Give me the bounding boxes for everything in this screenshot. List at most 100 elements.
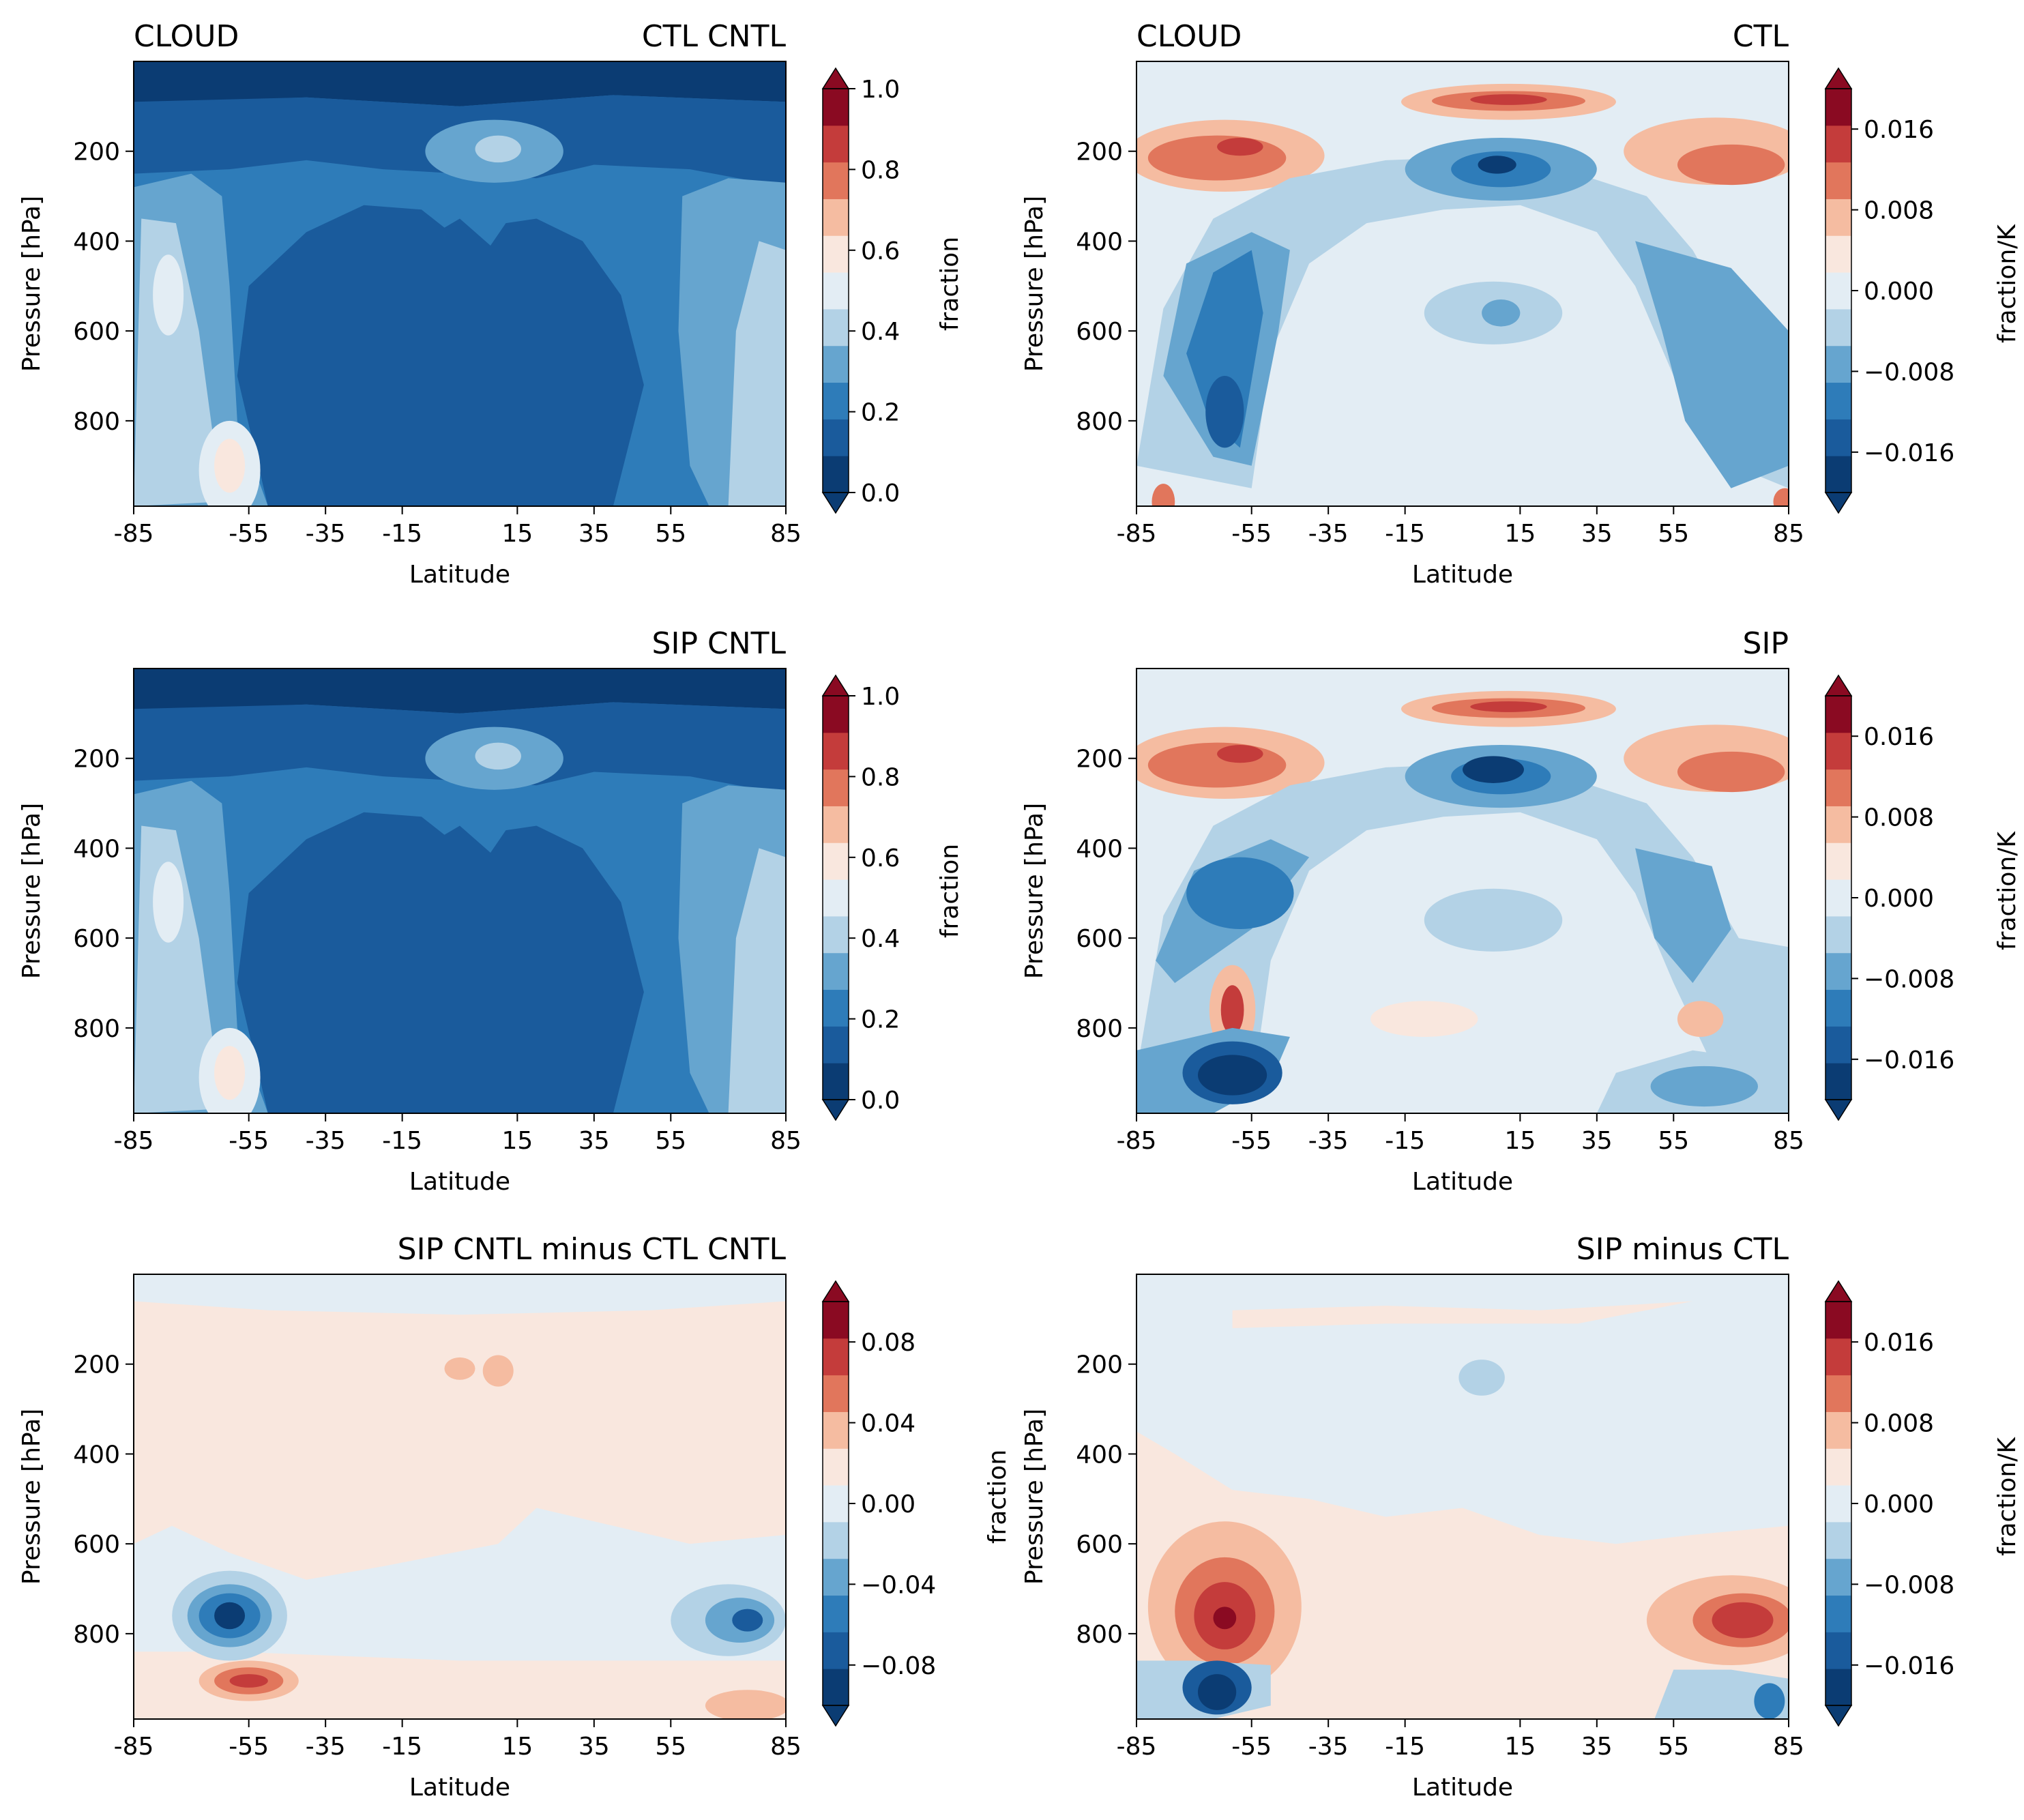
colorbar-tick-label: −0.008 xyxy=(1864,358,1954,386)
colorbar: 1.0 0.8 0.6 0.4 0.2 0.0 fraction xyxy=(821,674,964,1121)
contour-fill xyxy=(705,1690,786,1719)
contour-fill xyxy=(134,61,786,106)
colorbar-label: fraction/K xyxy=(1993,831,2021,950)
contour-fill xyxy=(1482,299,1521,327)
colorbar-label: fraction/K xyxy=(1993,1437,2021,1556)
colorbar-swatch xyxy=(1825,199,1851,236)
colorbar-swatch xyxy=(1825,382,1851,420)
y-tick-label: 200 xyxy=(73,746,120,774)
colorbar-swatch xyxy=(823,1375,849,1412)
contour-fill xyxy=(1205,376,1244,448)
y-tick-label: 600 xyxy=(73,318,120,346)
colorbar-extend-max xyxy=(821,674,850,696)
colorbar-tick-label: 0.008 xyxy=(1864,804,1934,832)
x-tick-label: 55 xyxy=(655,1733,686,1761)
colorbar-swatch xyxy=(823,272,849,310)
x-tick-label: -55 xyxy=(229,1127,269,1155)
colorbar-frame xyxy=(822,88,849,493)
colorbar-swatch xyxy=(823,1448,849,1486)
contour-field xyxy=(134,669,786,1113)
colorbar-tick-label: 0.016 xyxy=(1864,116,1934,144)
y-tick-label: 600 xyxy=(73,1531,120,1559)
colorbar-swatch xyxy=(1825,1302,1851,1339)
y-tick-label: 400 xyxy=(73,835,120,863)
contour-fill xyxy=(1186,250,1263,448)
colorbar-swatch xyxy=(823,199,849,236)
panel-6: SIP minus CTL -85 -55 -35 -15 15 35 55 85 Latitud… xyxy=(1021,1232,2021,1802)
contour-field xyxy=(134,1274,786,1719)
colorbar-swatch xyxy=(823,915,849,954)
colorbar-swatch xyxy=(823,1411,849,1449)
colorbar-swatch xyxy=(1825,732,1851,770)
colorbar-swatch xyxy=(823,1338,849,1376)
panel-2: CLOUD CTL -85 -55 -35 -15 15 35 55 85 Latitude 200 4… xyxy=(1021,19,2021,589)
x-tick-label: -15 xyxy=(1385,1733,1425,1761)
contour-fill xyxy=(153,254,184,336)
colorbar-swatch xyxy=(823,879,849,917)
contour-fill xyxy=(1677,1001,1724,1038)
x-tick-label: -55 xyxy=(1231,520,1272,548)
x-tick-label: -55 xyxy=(1231,1733,1272,1761)
contour-fill xyxy=(134,1652,786,1719)
title-left: CLOUD xyxy=(134,19,239,54)
colorbar-swatch xyxy=(1825,1558,1851,1596)
colorbar-label: fraction xyxy=(984,1450,1012,1544)
contour-fill xyxy=(728,848,786,1113)
colorbar-swatch xyxy=(823,89,849,126)
x-tick-label: 85 xyxy=(770,520,802,548)
colorbar-swatch xyxy=(823,235,849,273)
colorbar-swatch xyxy=(1825,769,1851,806)
plot-frame xyxy=(1136,1274,1789,1720)
colorbar-swatch xyxy=(823,308,849,347)
contour-fill xyxy=(237,205,644,506)
colorbar-extend-max xyxy=(821,67,850,89)
colorbar-swatch xyxy=(1825,125,1851,163)
colorbar-extend-min xyxy=(1824,1705,1853,1727)
x-tick-label: -85 xyxy=(1117,1127,1157,1155)
colorbar-swatch xyxy=(823,989,849,1027)
x-tick-label: -15 xyxy=(1385,520,1425,548)
x-tick-label: -15 xyxy=(1385,1127,1425,1155)
colorbar-extend-min xyxy=(821,1705,850,1727)
colorbar-tick-label: 0.016 xyxy=(1864,723,1934,751)
colorbar-swatch xyxy=(1825,419,1851,456)
contour-fill xyxy=(1197,1055,1267,1096)
contour-fill xyxy=(214,439,246,493)
colorbar-swatch xyxy=(823,456,849,493)
colorbar-swatch xyxy=(1825,456,1851,493)
x-tick-label: 15 xyxy=(501,1733,533,1761)
colorbar-swatch xyxy=(823,382,849,420)
contour-fill xyxy=(728,241,786,506)
colorbar-extend-max xyxy=(821,1280,850,1302)
x-tick-label: -85 xyxy=(114,1127,154,1155)
y-tick-label: 200 xyxy=(1076,138,1123,166)
colorbar-swatch xyxy=(1825,308,1851,347)
contour-fill xyxy=(134,1301,786,1719)
colorbar-swatch xyxy=(823,1595,849,1632)
x-tick-label: 85 xyxy=(1773,520,1804,548)
title-right: CTL CNTL xyxy=(642,19,787,54)
colorbar-extend-min xyxy=(1824,1099,1853,1121)
contour-fill xyxy=(1650,1066,1759,1107)
y-axis-label: Pressure [hPa] xyxy=(1021,1409,1048,1585)
contour-fill xyxy=(1677,144,1785,186)
x-tick-label: -35 xyxy=(306,1127,346,1155)
colorbar-swatch xyxy=(1825,1063,1851,1100)
contour-fill xyxy=(732,1609,763,1632)
colorbar-label: fraction xyxy=(936,844,964,938)
colorbar-tick-label: 0.000 xyxy=(1864,885,1934,913)
colorbar-swatch xyxy=(1825,345,1851,383)
x-tick-label: 85 xyxy=(770,1127,802,1155)
colorbar-swatch xyxy=(823,1521,849,1559)
contour-fill xyxy=(214,1602,246,1630)
colorbar-tick-label: 1.0 xyxy=(861,683,900,711)
plot-frame xyxy=(1136,668,1789,1114)
title-left: CLOUD xyxy=(1136,19,1242,54)
contour-fill xyxy=(1136,156,1789,488)
contour-fill xyxy=(444,1357,475,1380)
contour-fill xyxy=(1232,1301,1693,1328)
x-tick-label: 55 xyxy=(1658,520,1689,548)
colorbar-swatch xyxy=(1825,1375,1851,1412)
colorbar-swatch xyxy=(1825,272,1851,310)
x-tick-label: 35 xyxy=(1581,1127,1613,1155)
